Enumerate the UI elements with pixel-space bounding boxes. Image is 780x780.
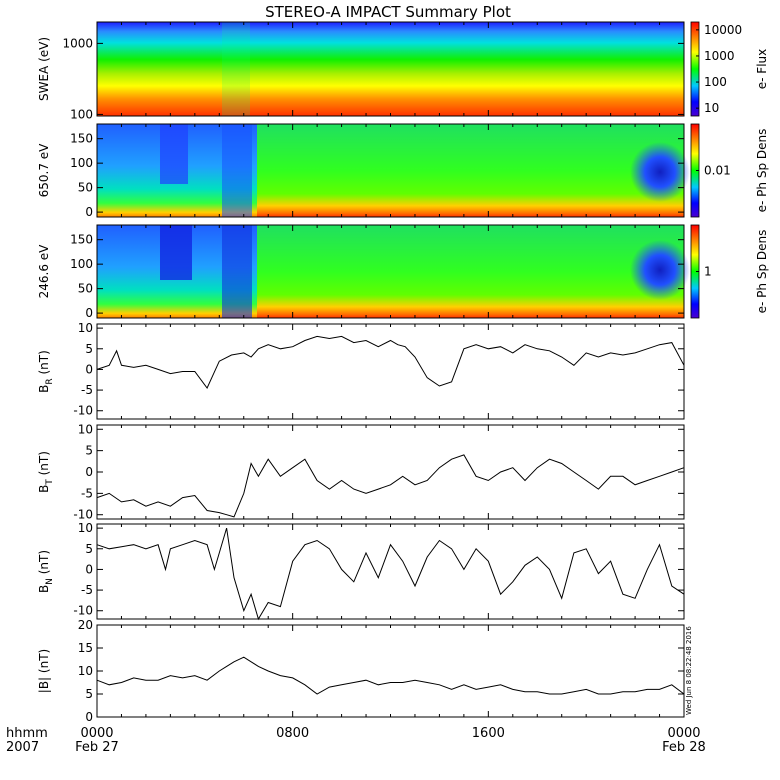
pitch-650-blue-patch <box>630 142 690 202</box>
time-row-label: hhmm <box>6 726 48 741</box>
y-tick-label-3-0: 0 <box>85 306 93 320</box>
colorbar-tick-label-1-3: 10000 <box>704 23 742 37</box>
y-tick-label-7-3: 15 <box>78 641 93 655</box>
y-axis-label-3: 246.6 eV <box>37 244 51 299</box>
pitch-650-dropout-2 <box>222 124 252 217</box>
y-tick-label-2-1: 50 <box>78 181 93 195</box>
y-tick-label-2-3: 150 <box>70 132 93 146</box>
pitch-246-dropout <box>160 225 192 280</box>
time-tick-label-2: 1600 <box>472 726 505 741</box>
panel-2: 0 50 100 150 650.7 eV 0.01 e- Ph Sp Dens <box>37 123 769 219</box>
y-axis-label-2: 650.7 eV <box>37 143 51 198</box>
timestamp-stamp: Wed Jun 8 08:22:48 2016 <box>685 626 693 715</box>
y-axis-label-5: BT (nT) <box>37 451 55 493</box>
colorbar-tick-label-1-1: 100 <box>704 75 727 89</box>
y-tick-label-4-2: 0 <box>85 362 93 376</box>
y-tick-label-3-3: 150 <box>70 233 93 247</box>
swea-disturbed-band <box>222 22 250 116</box>
y-tick-label-6-1: -5 <box>81 583 93 597</box>
y-tick-label-4-0: -10 <box>73 404 93 418</box>
y-tick-label-7-0: 0 <box>85 710 93 724</box>
colorbar-tick-label-1-0: 10 <box>704 101 719 115</box>
y-tick-label-6-3: 5 <box>85 542 93 556</box>
pitch-246-blue-patch <box>630 240 690 300</box>
y-tick-label-1-0: 100 <box>70 107 93 121</box>
date-label-3: Feb 28 <box>662 740 706 755</box>
y-tick-label-5-1: -5 <box>81 486 93 500</box>
year-label: 2007 <box>6 740 39 755</box>
y-axis-label-6: BN (nT) <box>37 550 55 593</box>
panel-1: 100 1000 SWEA (eV) 10 100 1000 10000 e- Flux <box>37 21 769 121</box>
pitch-246-active <box>257 225 684 318</box>
y-tick-label-6-0: -10 <box>73 604 93 618</box>
y-tick-label-5-2: 0 <box>85 465 93 479</box>
pitch-246-dropout-2 <box>222 225 252 318</box>
pitch-650-active <box>257 124 684 217</box>
time-tick-label-1: 0800 <box>276 726 309 741</box>
time-tick-label-3: 0000 <box>667 726 700 741</box>
date-label-0: Feb 27 <box>75 740 119 755</box>
panel-frame-5 <box>96 424 685 520</box>
y-tick-label-5-3: 5 <box>85 444 93 458</box>
pitch-650-dropout <box>160 124 188 184</box>
y-tick-label-7-2: 10 <box>78 664 93 678</box>
panel-4: -10 -5 0 5 10 BR (nT) <box>37 321 685 420</box>
y-tick-label-5-0: -10 <box>73 508 93 522</box>
plot-title: STEREO-A IMPACT Summary Plot <box>265 3 511 21</box>
panel-frame-7 <box>96 624 685 718</box>
colorbar-label-1: e- Flux <box>755 49 769 89</box>
y-tick-label-2-0: 0 <box>85 205 93 219</box>
panel-3: 0 50 100 150 246.6 eV 1 e- Ph Sp Dens <box>37 224 769 320</box>
panel-6: -10 -5 0 5 10 BN (nT) <box>37 521 685 621</box>
y-tick-label-4-1: -5 <box>81 383 93 397</box>
panel-5: -10 -5 0 5 10 BT (nT) <box>37 422 685 522</box>
y-tick-label-7-1: 5 <box>85 687 93 701</box>
y-tick-label-3-1: 50 <box>78 282 93 296</box>
pitch-650-panel <box>97 124 690 217</box>
colorbar-tick-label-1-2: 1000 <box>704 49 735 63</box>
pitch-246-panel <box>97 225 690 318</box>
colorbar-label-2: e- Ph Sp Dens <box>755 129 769 213</box>
time-tick-label-0: 0000 <box>80 726 113 741</box>
colorbar-tick-label-2-0: 0.01 <box>704 164 731 178</box>
y-tick-label-7-4: 20 <box>78 618 93 632</box>
series-line-5 <box>96 454 685 518</box>
series-line-7 <box>96 656 685 695</box>
series-line-4 <box>96 335 685 389</box>
y-axis-label-1: SWEA (eV) <box>37 37 51 101</box>
series-line-6 <box>96 527 685 621</box>
y-tick-label-4-4: 10 <box>78 321 93 335</box>
swea-panel <box>97 22 684 116</box>
y-tick-label-2-2: 100 <box>70 156 93 170</box>
colorbar-1 <box>690 21 700 117</box>
swea-spectrogram <box>97 22 684 116</box>
y-tick-label-3-2: 100 <box>70 257 93 271</box>
y-tick-label-6-2: 0 <box>85 562 93 576</box>
y-axis-label-7: |B| (nT) <box>37 649 51 693</box>
colorbar-label-3: e- Ph Sp Dens <box>755 230 769 314</box>
panel-frame-6 <box>96 523 685 620</box>
y-tick-label-5-4: 10 <box>78 422 93 436</box>
colorbar-tick-label-3-0: 1 <box>704 265 712 279</box>
y-tick-label-6-4: 10 <box>78 521 93 535</box>
y-tick-label-1-1: 1000 <box>62 36 93 50</box>
y-tick-label-4-3: 5 <box>85 342 93 356</box>
y-axis-label-4: BR (nT) <box>37 350 55 393</box>
panel-7: 0 5 10 15 20 |B| (nT) <box>37 618 685 724</box>
